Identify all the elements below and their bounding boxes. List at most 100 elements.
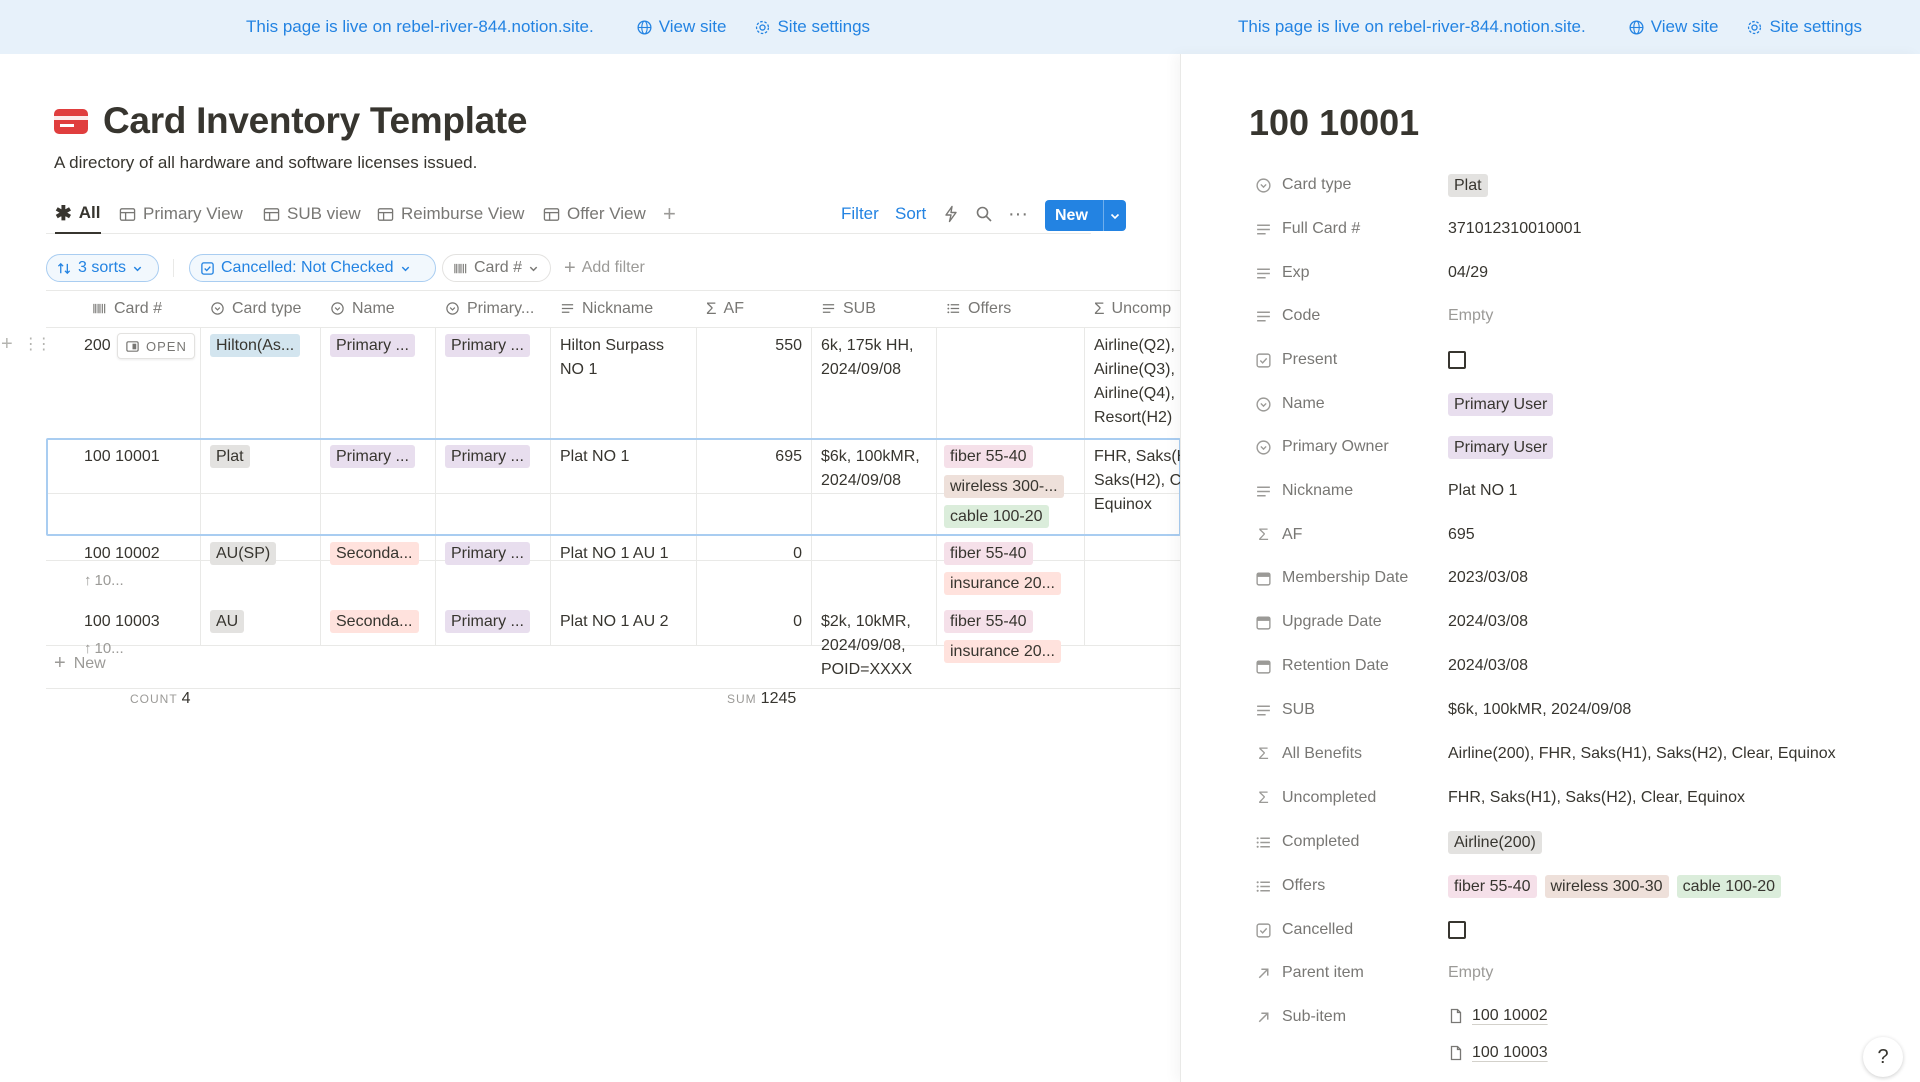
table-row[interactable]: 100 10002 ↑ 10... AU(SP) Seconda... Prim…	[46, 536, 1181, 603]
site-settings-link[interactable]: Site settings	[1746, 17, 1862, 37]
add-row-button[interactable]: + New	[54, 652, 106, 675]
filter-button[interactable]: Filter	[841, 204, 879, 223]
prop-retention-date[interactable]: Retention Date	[1255, 650, 1389, 682]
prop-retention-date-value[interactable]: 2024/03/08	[1448, 657, 1529, 674]
search-button[interactable]	[975, 194, 993, 234]
prop-upgrade-date-value[interactable]: 2024/03/08	[1448, 613, 1529, 630]
more-options-button[interactable]: ···	[1008, 194, 1028, 234]
view-site-link[interactable]: View site	[1628, 17, 1718, 37]
prop-offers-value[interactable]: fiber 55-40 wireless 300-30 cable 100-20	[1448, 870, 1782, 902]
prop-completed-value[interactable]: Airline(200)	[1448, 826, 1542, 858]
view-site-link[interactable]: View site	[636, 17, 726, 37]
nickname-cell[interactable]: Plat NO 1	[560, 448, 630, 465]
sub-cell[interactable]: 6k, 175k HH, 2024/09/08	[821, 334, 931, 382]
tab-all[interactable]: ✱ All	[55, 194, 101, 234]
primary-owner-cell[interactable]: Primary ...	[445, 542, 530, 566]
prop-primary-owner[interactable]: Primary Owner	[1255, 431, 1389, 463]
af-cell[interactable]: 695	[775, 448, 802, 465]
prop-nickname-value[interactable]: Plat NO 1	[1448, 482, 1518, 499]
prop-code-value[interactable]: Empty	[1448, 307, 1494, 324]
card-type-cell[interactable]: Hilton(As...	[210, 334, 310, 358]
name-cell[interactable]: Primary ...	[330, 445, 415, 469]
uncompleted-cell[interactable]: Airline(Q2), Airline(Q3), Airline(Q4), R…	[1094, 334, 1181, 430]
af-cell[interactable]: 0	[793, 613, 802, 630]
sum-calculation[interactable]: SUM 1245	[727, 690, 796, 708]
new-record-button[interactable]: New	[1045, 200, 1126, 231]
table-row[interactable]: 100 10003 ↑ 10... AU Seconda... Primary …	[46, 603, 1181, 688]
offers-cell[interactable]: fiber 55-40 insurance 20...	[944, 542, 1079, 596]
card-filter-chip[interactable]: Card #	[442, 254, 551, 282]
cancelled-checkbox[interactable]	[1448, 921, 1466, 939]
help-button[interactable]: ?	[1863, 1037, 1903, 1077]
cancelled-filter-chip[interactable]: Cancelled: Not Checked	[189, 254, 436, 282]
prop-name-value[interactable]: Primary User	[1448, 388, 1554, 420]
primary-owner-cell[interactable]: Primary ...	[445, 610, 530, 634]
prop-sub[interactable]: SUB	[1255, 694, 1315, 726]
card-number[interactable]: 100 10002	[84, 545, 160, 562]
prop-offers[interactable]: Offers	[1255, 870, 1325, 902]
new-dropdown-button[interactable]	[1103, 200, 1126, 231]
nickname-cell[interactable]: Hilton Surpass NO 1	[560, 334, 690, 382]
prop-completed[interactable]: Completed	[1255, 826, 1359, 858]
tab-primary-view[interactable]: Primary View	[119, 194, 243, 234]
column-header-primary-owner[interactable]: Primary...	[435, 290, 534, 327]
prop-exp-value[interactable]: 04/29	[1448, 264, 1489, 281]
sub-item-link[interactable]: 100 10002	[1448, 1000, 1548, 1032]
sub-cell[interactable]: $6k, 100kMR, 2024/09/08	[821, 445, 931, 493]
prop-parent-item-value[interactable]: Empty	[1448, 964, 1494, 981]
primary-owner-cell[interactable]: Primary ...	[445, 334, 530, 358]
prop-name[interactable]: Name	[1255, 388, 1325, 420]
card-number[interactable]: 100 10003	[84, 613, 160, 630]
offers-cell[interactable]: fiber 55-40 wireless 300-... cable 100-2…	[944, 445, 1079, 529]
card-type-cell[interactable]: AU(SP)	[210, 542, 277, 566]
prop-upgrade-date[interactable]: Upgrade Date	[1255, 606, 1382, 638]
af-cell[interactable]: 0	[793, 545, 802, 562]
parent-item-ref[interactable]: ↑ 10...	[84, 637, 124, 661]
name-cell[interactable]: Seconda...	[330, 610, 419, 634]
prop-membership-date-value[interactable]: 2023/03/08	[1448, 569, 1529, 586]
prop-uncompleted[interactable]: Σ Uncompleted	[1255, 782, 1376, 814]
nickname-cell[interactable]: Plat NO 1 AU 1	[560, 545, 669, 562]
automation-button[interactable]	[942, 194, 960, 234]
prop-membership-date[interactable]: Membership Date	[1255, 562, 1408, 594]
table-row[interactable]: + ⋮⋮ 200 OPEN Hilton(As... Primary ... P…	[1, 327, 1181, 438]
column-header-name[interactable]: Name	[320, 290, 395, 327]
prop-card-type-value[interactable]: Plat	[1448, 169, 1488, 201]
uncompleted-cell[interactable]: FHR, Saks(H Saks(H2), C Equinox	[1094, 445, 1181, 517]
column-header-card-type[interactable]: Card type	[200, 290, 301, 327]
column-header-sub[interactable]: SUB	[811, 290, 876, 327]
table-row[interactable]: 100 10001 Plat Primary ... Primary ... P…	[46, 438, 1181, 536]
site-settings-link[interactable]: Site settings	[754, 17, 870, 37]
present-checkbox[interactable]	[1448, 351, 1466, 369]
prop-full-card[interactable]: Full Card #	[1255, 213, 1360, 245]
add-filter-button[interactable]: + Add filter	[564, 254, 645, 282]
prop-code[interactable]: Code	[1255, 300, 1320, 332]
prop-all-benefits[interactable]: Σ All Benefits	[1255, 738, 1362, 770]
column-header-card[interactable]: Card #	[82, 290, 162, 327]
card-number[interactable]: 200	[84, 337, 111, 354]
add-view-button[interactable]: +	[663, 194, 676, 234]
af-cell[interactable]: 550	[775, 337, 802, 354]
prop-sub-value[interactable]: $6k, 100kMR, 2024/09/08	[1448, 701, 1632, 718]
prop-parent-item[interactable]: Parent item	[1255, 957, 1364, 989]
card-number[interactable]: 100 10001	[84, 448, 160, 465]
tab-reimburse-view[interactable]: Reimburse View	[377, 194, 524, 234]
prop-full-card-value[interactable]: 371012310010001	[1448, 220, 1582, 237]
column-header-af[interactable]: Σ AF	[696, 290, 744, 327]
prop-nickname[interactable]: Nickname	[1255, 475, 1353, 507]
prop-af-value[interactable]: 695	[1448, 526, 1475, 543]
prop-cancelled[interactable]: Cancelled	[1255, 914, 1353, 946]
card-type-cell[interactable]: Plat	[210, 445, 250, 469]
column-header-nickname[interactable]: Nickname	[550, 290, 653, 327]
sorts-chip[interactable]: 3 sorts	[46, 254, 159, 282]
record-title[interactable]: 100 10001	[1249, 102, 1420, 143]
offers-cell[interactable]: fiber 55-40 insurance 20...	[944, 610, 1079, 664]
primary-owner-cell[interactable]: Primary ...	[445, 445, 530, 469]
prop-af[interactable]: Σ AF	[1255, 519, 1302, 551]
tab-sub-view[interactable]: SUB view	[263, 194, 361, 234]
open-record-button[interactable]: OPEN	[117, 333, 195, 359]
prop-sub-item[interactable]: Sub-item	[1255, 1001, 1346, 1033]
plus-icon[interactable]: +	[1, 333, 13, 355]
prop-present[interactable]: Present	[1255, 344, 1337, 376]
sub-item-link[interactable]: 100 10003	[1448, 1037, 1548, 1069]
